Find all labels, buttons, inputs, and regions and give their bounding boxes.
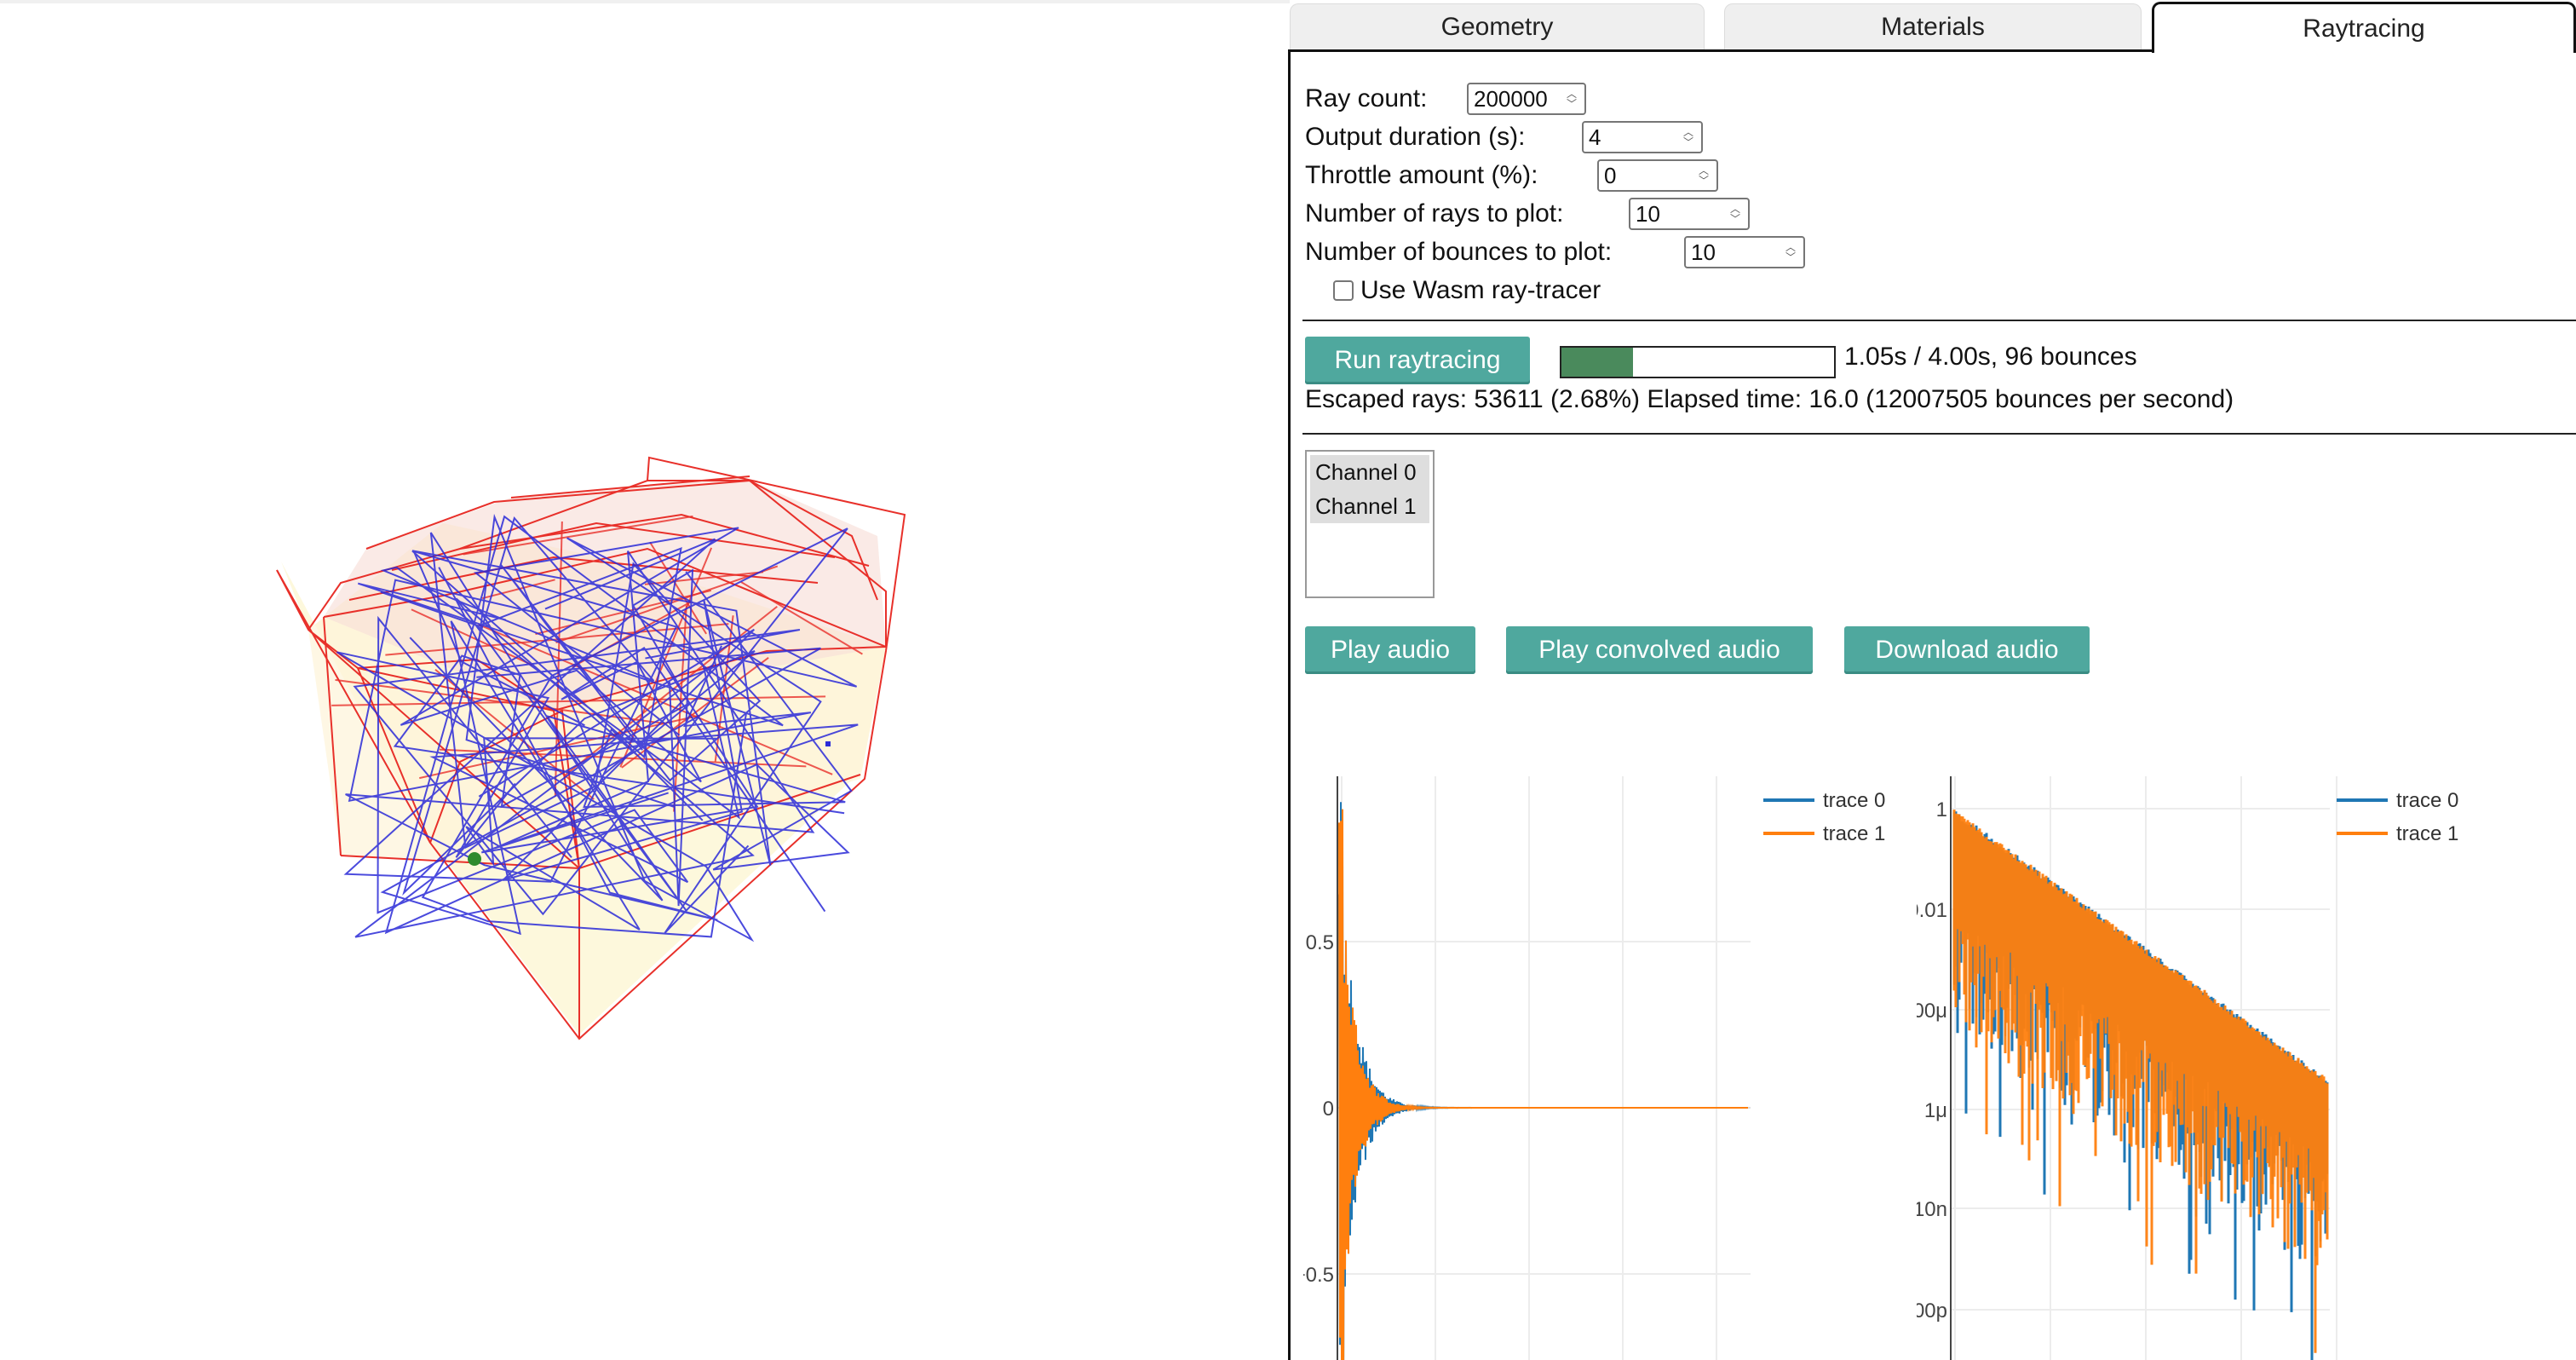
spinner-icon[interactable]: ︿ ﹀ [1729, 203, 1740, 225]
legend-label: trace 1 [2396, 822, 2458, 845]
geometry-edge [564, 605, 778, 776]
throttle-row: Throttle amount (%): [1305, 158, 1538, 193]
output-duration-value: 4 [1589, 124, 1601, 150]
ray-path [354, 597, 846, 938]
geometry-edge [740, 580, 863, 655]
throttle-label: Throttle amount (%): [1305, 161, 1538, 189]
y-tick-label: 100p [1917, 1299, 1947, 1323]
bounces-to-plot-label: Number of bounces to plot: [1305, 238, 1613, 266]
source-marker [468, 852, 481, 866]
throttle-value: 0 [1604, 162, 1617, 188]
ray-path [380, 620, 821, 936]
geometry-edge [644, 571, 764, 585]
geometry-edge [555, 565, 779, 643]
bounces-to-plot-row: Number of bounces to plot: [1305, 235, 1612, 269]
run-raytracing-button[interactable]: Run raytracing [1305, 337, 1530, 384]
tab-raytracing[interactable]: Raytracing [2152, 2, 2576, 53]
y-tick-label: 10n [1917, 1198, 1947, 1221]
channel-option[interactable]: Channel 0 [1310, 455, 1429, 489]
y-tick-label: 1 [1936, 798, 1947, 821]
stats-text: Escaped rays: 53611 (2.68%) Elapsed time… [1305, 385, 2234, 413]
output-duration-input[interactable]: 4 ︿ ﹀ [1582, 121, 1703, 153]
tab-underline [1288, 49, 2155, 52]
geometry-edge [391, 522, 836, 571]
output-duration-label: Output duration (s): [1305, 123, 1526, 151]
ray-path [348, 537, 858, 934]
trace-line [1952, 810, 2329, 1353]
channel-option[interactable]: Channel 1 [1310, 489, 1429, 523]
tab-materials[interactable]: Materials [1724, 3, 2142, 49]
ray-path [357, 515, 853, 935]
geometry-edge [308, 480, 887, 647]
bounces-to-plot-value: 10 [1691, 239, 1716, 265]
waveform-plot[interactable]: 0.5 0 −0.5 trace 0 trace 1 [1303, 712, 1917, 1360]
geometry-edge [411, 608, 533, 666]
raytracing-panel: Ray count: 200000 ︿ ﹀ Output duration (s)… [1288, 51, 2576, 1360]
y-tick-label: 1μ [1924, 1099, 1947, 1122]
receiver-marker [825, 741, 831, 746]
channel-listbox[interactable]: Channel 0 Channel 1 [1305, 450, 1435, 598]
download-audio-button[interactable]: Download audio [1844, 626, 2090, 674]
legend-label: trace 1 [1823, 822, 1885, 845]
geometry-edge [276, 456, 906, 1040]
rays-to-plot-label: Number of rays to plot: [1305, 199, 1564, 228]
legend-label: trace 0 [2396, 789, 2458, 812]
divider [1302, 433, 2576, 435]
geometry-edge [463, 515, 693, 556]
ray-path [353, 527, 848, 938]
output-duration-row: Output duration (s): [1305, 120, 1525, 154]
spinner-icon[interactable]: ︿ ﹀ [1698, 164, 1709, 187]
spinner-icon[interactable]: ︿ ﹀ [1785, 241, 1796, 263]
y-tick-label: 0.5 [1306, 931, 1334, 954]
bounces-to-plot-input[interactable]: 10 ︿ ﹀ [1684, 236, 1805, 268]
geometry-edge [510, 475, 750, 498]
y-tick-label: 0.01 [1917, 899, 1947, 922]
wasm-row: Use Wasm ray-tracer [1333, 274, 1601, 308]
ray-count-input[interactable]: 200000 ︿ ﹀ [1467, 83, 1586, 115]
rays-to-plot-value: 10 [1636, 200, 1660, 227]
divider [1302, 320, 2576, 321]
y-tick-label: −0.5 [1303, 1264, 1334, 1287]
ray-path [343, 538, 716, 883]
tab-geometry[interactable]: Geometry [1290, 3, 1705, 49]
ray-path [400, 527, 826, 913]
ray-count-row: Ray count: [1305, 82, 1427, 116]
ray-count-value: 200000 [1474, 85, 1548, 112]
tab-bar: Geometry Materials Raytracing [1288, 0, 2576, 53]
y-tick-label: 0 [1323, 1098, 1334, 1121]
right-panel: Geometry Materials Raytracing Ray count:… [1288, 0, 2576, 1360]
progress-fill [1561, 348, 1633, 377]
geometry-edge [323, 616, 342, 856]
wasm-checkbox[interactable] [1333, 280, 1354, 301]
progress-text: 1.05s / 4.00s, 96 bounces [1844, 343, 2137, 371]
geometry-edge [365, 479, 878, 601]
trace-line [1338, 809, 1748, 1360]
3d-viewport[interactable] [0, 3, 1286, 1360]
play-convolved-audio-button[interactable]: Play convolved audio [1506, 626, 1813, 674]
ray-count-label: Ray count: [1305, 84, 1428, 112]
spinner-icon[interactable]: ︿ ﹀ [1566, 88, 1577, 110]
rays-to-plot-row: Number of rays to plot: [1305, 197, 1563, 231]
top-border [0, 0, 1290, 3]
ray-path [411, 550, 772, 882]
room-geometry-render[interactable] [0, 3, 1286, 1360]
wasm-label[interactable]: Use Wasm ray-tracer [1360, 276, 1601, 304]
raytracing-progress-bar [1560, 346, 1836, 378]
throttle-input[interactable]: 0 ︿ ﹀ [1597, 159, 1718, 192]
rays-to-plot-input[interactable]: 10 ︿ ﹀ [1629, 198, 1750, 230]
play-audio-button[interactable]: Play audio [1305, 626, 1475, 674]
trace-line [1338, 802, 1748, 1360]
legend-label: trace 0 [1823, 789, 1885, 812]
spinner-icon[interactable]: ︿ ﹀ [1682, 126, 1693, 148]
